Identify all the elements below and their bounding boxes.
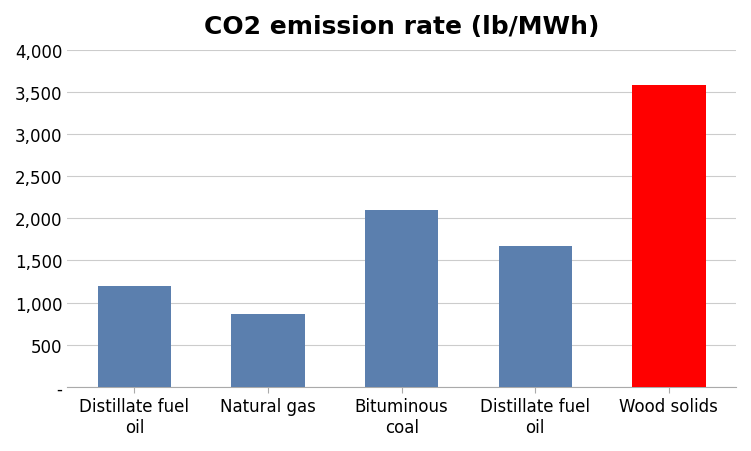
Title: CO2 emission rate (lb/MWh): CO2 emission rate (lb/MWh)	[204, 15, 599, 39]
Bar	[632, 86, 706, 387]
Bar	[365, 210, 439, 387]
Bar	[499, 247, 572, 387]
Bar	[98, 286, 171, 387]
Bar	[231, 315, 305, 387]
